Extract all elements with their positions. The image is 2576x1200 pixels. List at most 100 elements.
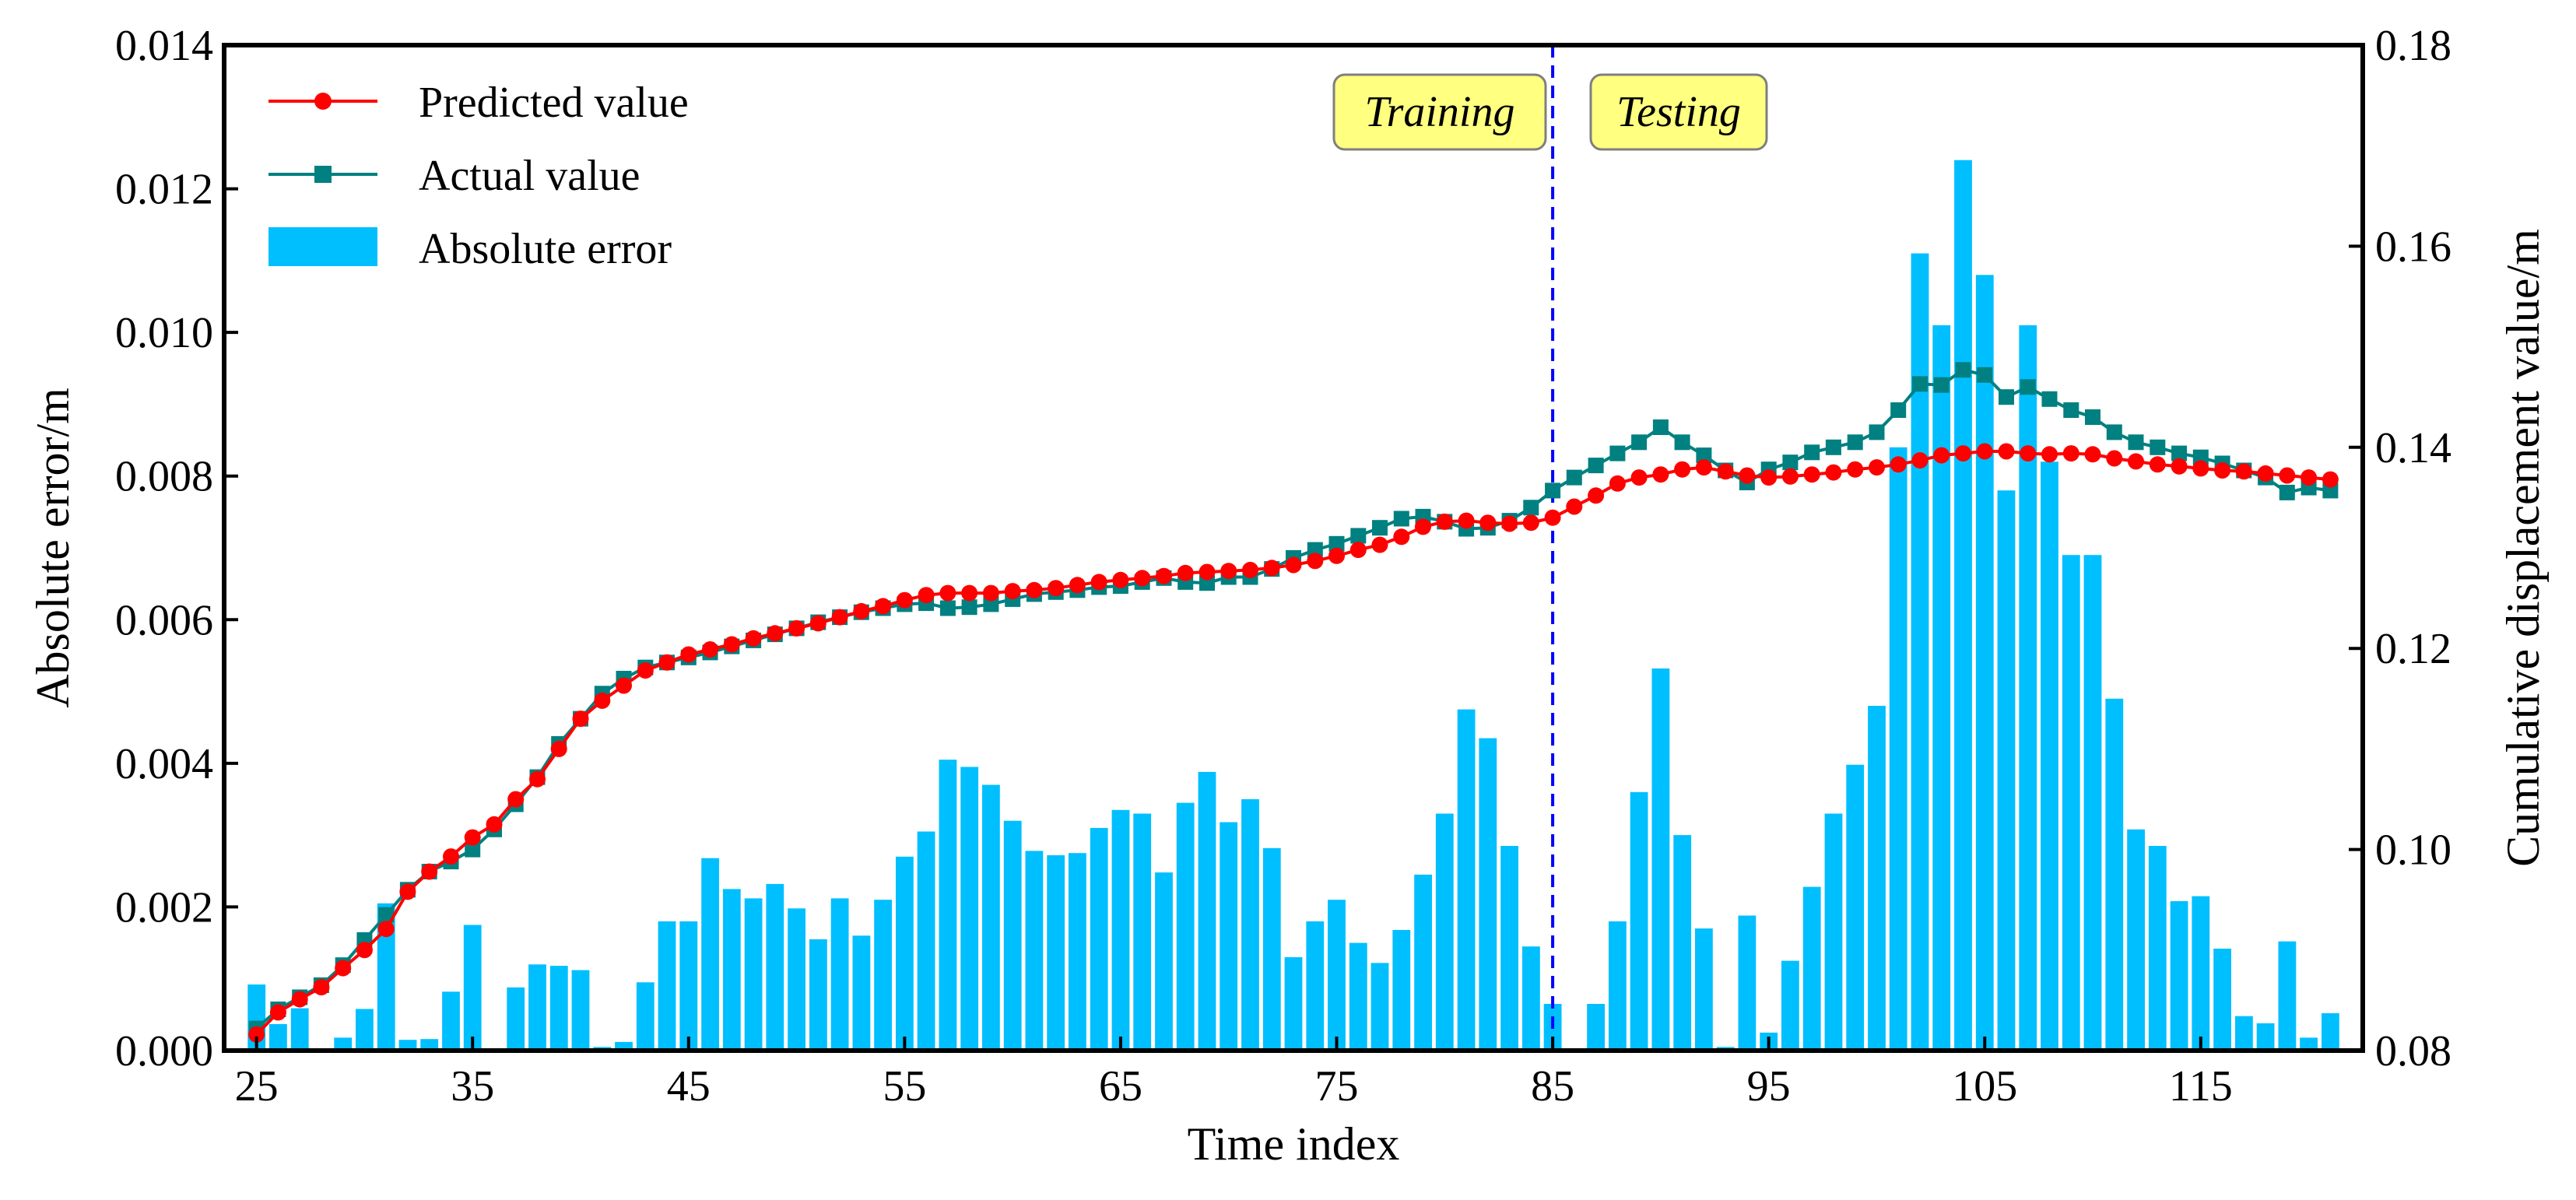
error-bar [809, 939, 827, 1051]
predicted-point [572, 711, 589, 728]
predicted-point [1026, 581, 1043, 598]
testing-annotation: Testing [1589, 73, 1768, 151]
predicted-point [464, 829, 481, 846]
actual-point [1804, 444, 1820, 461]
error-bar [1824, 813, 1843, 1051]
error-bar [615, 1041, 633, 1051]
error-bar [1630, 791, 1648, 1051]
predicted-point [356, 942, 373, 959]
error-bar [1176, 802, 1195, 1051]
error-bar [1414, 874, 1432, 1051]
predicted-point [1349, 542, 1367, 559]
actual-point [465, 841, 481, 858]
testing-box [1589, 73, 1768, 151]
predicted-point [2214, 462, 2231, 479]
predicted-point [1328, 547, 1345, 564]
x-tick-label: 65 [1099, 1062, 1142, 1111]
predicted-point [1242, 561, 1258, 578]
actual-point [1652, 419, 1669, 435]
error-bar [1609, 921, 1627, 1051]
error-bar [2278, 941, 2297, 1051]
training-label: Training [1365, 88, 1515, 136]
predicted-point [788, 619, 805, 637]
predicted-point [1911, 452, 1928, 469]
predicted-point [1630, 469, 1648, 486]
predicted-point [918, 587, 935, 604]
error-bar [2127, 829, 2145, 1051]
right-tick-label: 0.14 [2375, 424, 2451, 472]
left-axis-ticks: 0.000 0.002 0.004 0.006 0.008 0.010 0.012 0.014 [115, 22, 238, 1075]
error-bar [1155, 872, 1173, 1051]
error-bar [1868, 706, 1886, 1051]
x-tick-label: 105 [1952, 1062, 2017, 1111]
predicted-point [1285, 556, 1302, 574]
error-bar [1047, 855, 1065, 1051]
training-box [1332, 73, 1547, 151]
actual-point [1545, 482, 1561, 499]
predicted-point [1090, 574, 1107, 591]
predicted-point [1803, 466, 1820, 483]
x-tick-label: 95 [1747, 1062, 1791, 1111]
legend-item-error: Absolute error [268, 225, 672, 273]
error-bar [1284, 957, 1303, 1051]
error-bar [917, 831, 935, 1051]
predicted-point [248, 1026, 265, 1043]
error-bar [1090, 827, 1108, 1051]
predicted-point [1048, 580, 1065, 597]
predicted-point [1890, 456, 1907, 473]
error-bar [852, 935, 871, 1051]
actual-point [2150, 439, 2166, 455]
predicted-point [1998, 443, 2015, 460]
actual-point [1588, 458, 1604, 474]
error-bar [1781, 960, 1799, 1051]
left-tick-label: 0.006 [115, 596, 213, 644]
predicted-point [1199, 563, 1216, 581]
error-bar [1479, 738, 1497, 1051]
right-tick-label: 0.16 [2375, 223, 2451, 271]
predicted-point [1479, 514, 1497, 532]
error-bar [658, 921, 676, 1051]
legend-actual-marker [314, 166, 332, 183]
predicted-point [1393, 528, 1410, 546]
predicted-point [1652, 466, 1669, 483]
predicted-point [2128, 453, 2144, 470]
predicted-point [1436, 513, 1453, 530]
error-bar [2213, 949, 2231, 1051]
legend-error-label: Absolute error [419, 225, 672, 273]
predicted-point [1220, 563, 1237, 580]
actual-point [2106, 424, 2122, 440]
predicted-point [2149, 456, 2166, 473]
predicted-point [2171, 458, 2188, 475]
error-bar [356, 1009, 374, 1051]
error-bar [1802, 886, 1821, 1051]
error-bar [334, 1037, 353, 1051]
x-tick-label: 85 [1531, 1062, 1574, 1111]
predicted-point [291, 991, 308, 1008]
actual-point [1782, 454, 1799, 471]
error-bar [1673, 835, 1692, 1051]
error-bar [442, 991, 460, 1051]
legend-predicted-marker [314, 93, 332, 110]
predicted-point [1263, 560, 1280, 577]
x-tick-label: 25 [235, 1062, 279, 1111]
predicted-point [896, 591, 913, 609]
actual-point [1847, 434, 1863, 451]
predicted-point [1955, 445, 1971, 462]
x-tick-label: 75 [1315, 1062, 1359, 1111]
plot-frame [222, 43, 2365, 1053]
actual-point [2171, 445, 2188, 461]
error-bars [247, 160, 2339, 1051]
actual-point [1999, 389, 2014, 405]
error-bar [1349, 942, 1367, 1051]
actual-point [1912, 376, 1928, 392]
predicted-point [1566, 498, 1583, 515]
error-bar [2041, 461, 2058, 1051]
predicted-point [658, 654, 676, 671]
error-bar [398, 1040, 417, 1051]
error-bar [1457, 709, 1476, 1051]
x-axis-ticks: 25 35 45 55 65 75 85 95 105 115 [235, 1037, 2233, 1111]
predicted-point [767, 625, 784, 642]
predicted-point [723, 636, 740, 653]
error-bar [701, 858, 719, 1051]
predicted-point [550, 740, 567, 757]
